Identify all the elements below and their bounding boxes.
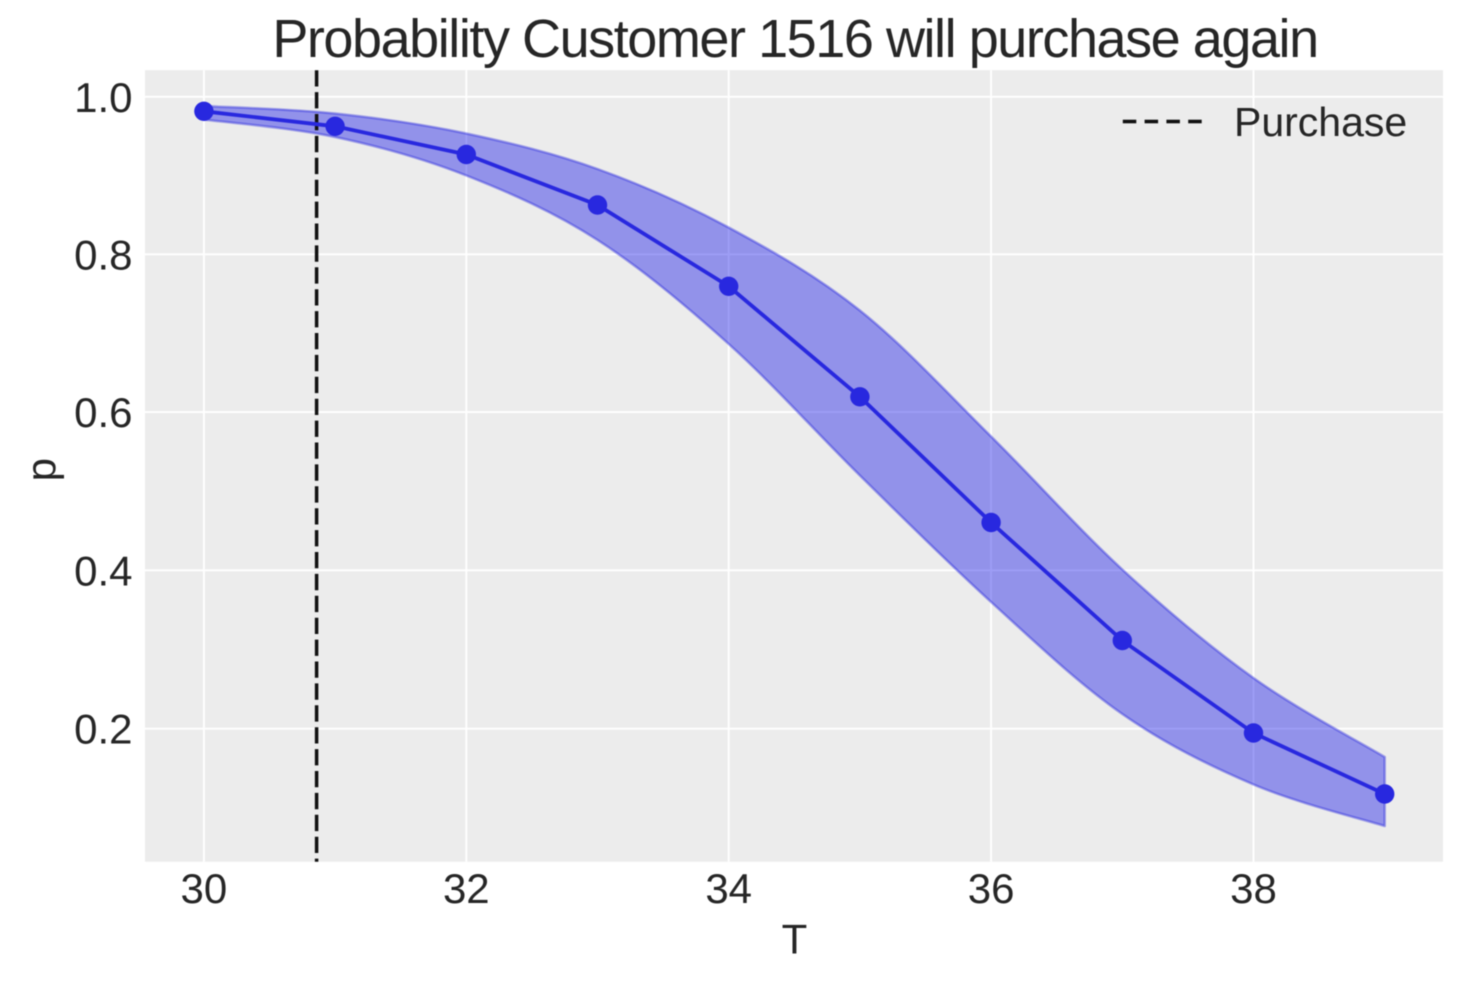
svg-text:0.4: 0.4: [74, 547, 132, 594]
svg-text:0.6: 0.6: [74, 389, 132, 436]
svg-text:p: p: [18, 458, 65, 481]
svg-text:32: 32: [443, 865, 490, 912]
svg-text:1.0: 1.0: [74, 74, 132, 121]
svg-text:0.8: 0.8: [74, 231, 132, 278]
svg-text:36: 36: [968, 865, 1015, 912]
svg-text:T: T: [782, 916, 808, 963]
svg-text:34: 34: [705, 865, 752, 912]
svg-text:Purchase: Purchase: [1234, 99, 1407, 145]
svg-text:38: 38: [1230, 865, 1277, 912]
svg-text:30: 30: [181, 865, 228, 912]
svg-text:0.2: 0.2: [74, 706, 132, 753]
svg-text:Probability Customer 1516 will: Probability Customer 1516 will purchase …: [272, 9, 1317, 69]
